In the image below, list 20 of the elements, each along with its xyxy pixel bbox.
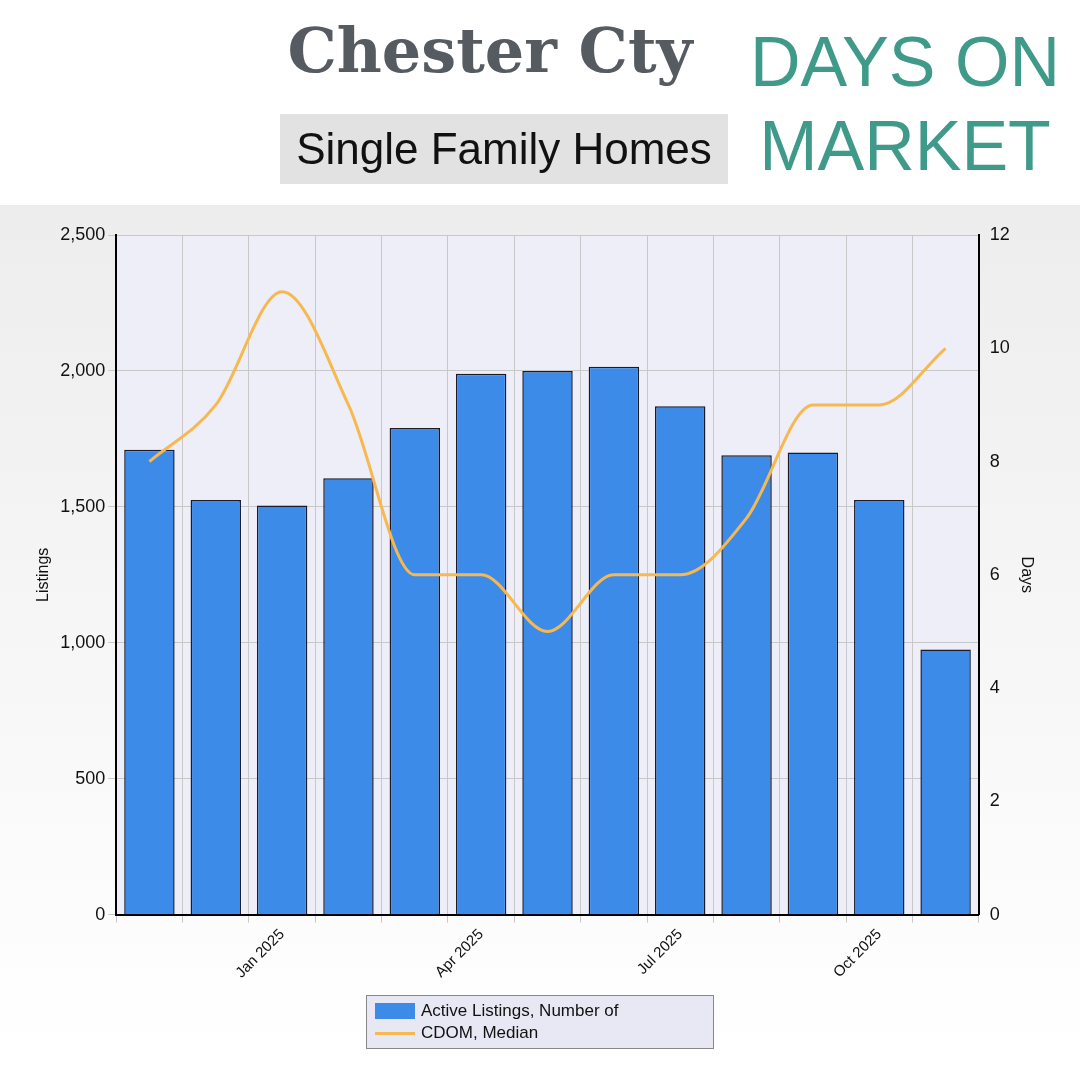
y-axis-title: Listings xyxy=(34,547,52,602)
y2-tick-label: 12 xyxy=(989,223,1010,244)
y-tick-label: 500 xyxy=(75,767,106,788)
y2-tick-label: 4 xyxy=(989,677,1000,698)
y2-tick-label: 0 xyxy=(989,903,1000,924)
y-tick-label: 2,500 xyxy=(60,223,106,244)
chart-title: Chester Cty xyxy=(286,14,695,87)
y-tick-label: 1,500 xyxy=(60,495,106,516)
legend-label: Active Listings, Number of xyxy=(421,1001,619,1021)
text: DAYS ON MARKET xyxy=(749,22,1061,187)
legend-label: CDOM, Median xyxy=(421,1023,539,1043)
y-tick-label: 2,000 xyxy=(60,359,106,380)
y2-tick-label: 10 xyxy=(989,337,1010,358)
y2-tick-label: 2 xyxy=(989,790,1000,811)
chart-subtitle: Single Family Homes xyxy=(280,114,728,184)
y2-tick-label: 8 xyxy=(989,450,1000,471)
y2-tick-label: 6 xyxy=(989,563,1000,584)
y2-axis-title: Days xyxy=(1018,556,1036,594)
y-tick-label: 0 xyxy=(95,903,106,924)
y-tick-label: 1,000 xyxy=(60,631,106,652)
